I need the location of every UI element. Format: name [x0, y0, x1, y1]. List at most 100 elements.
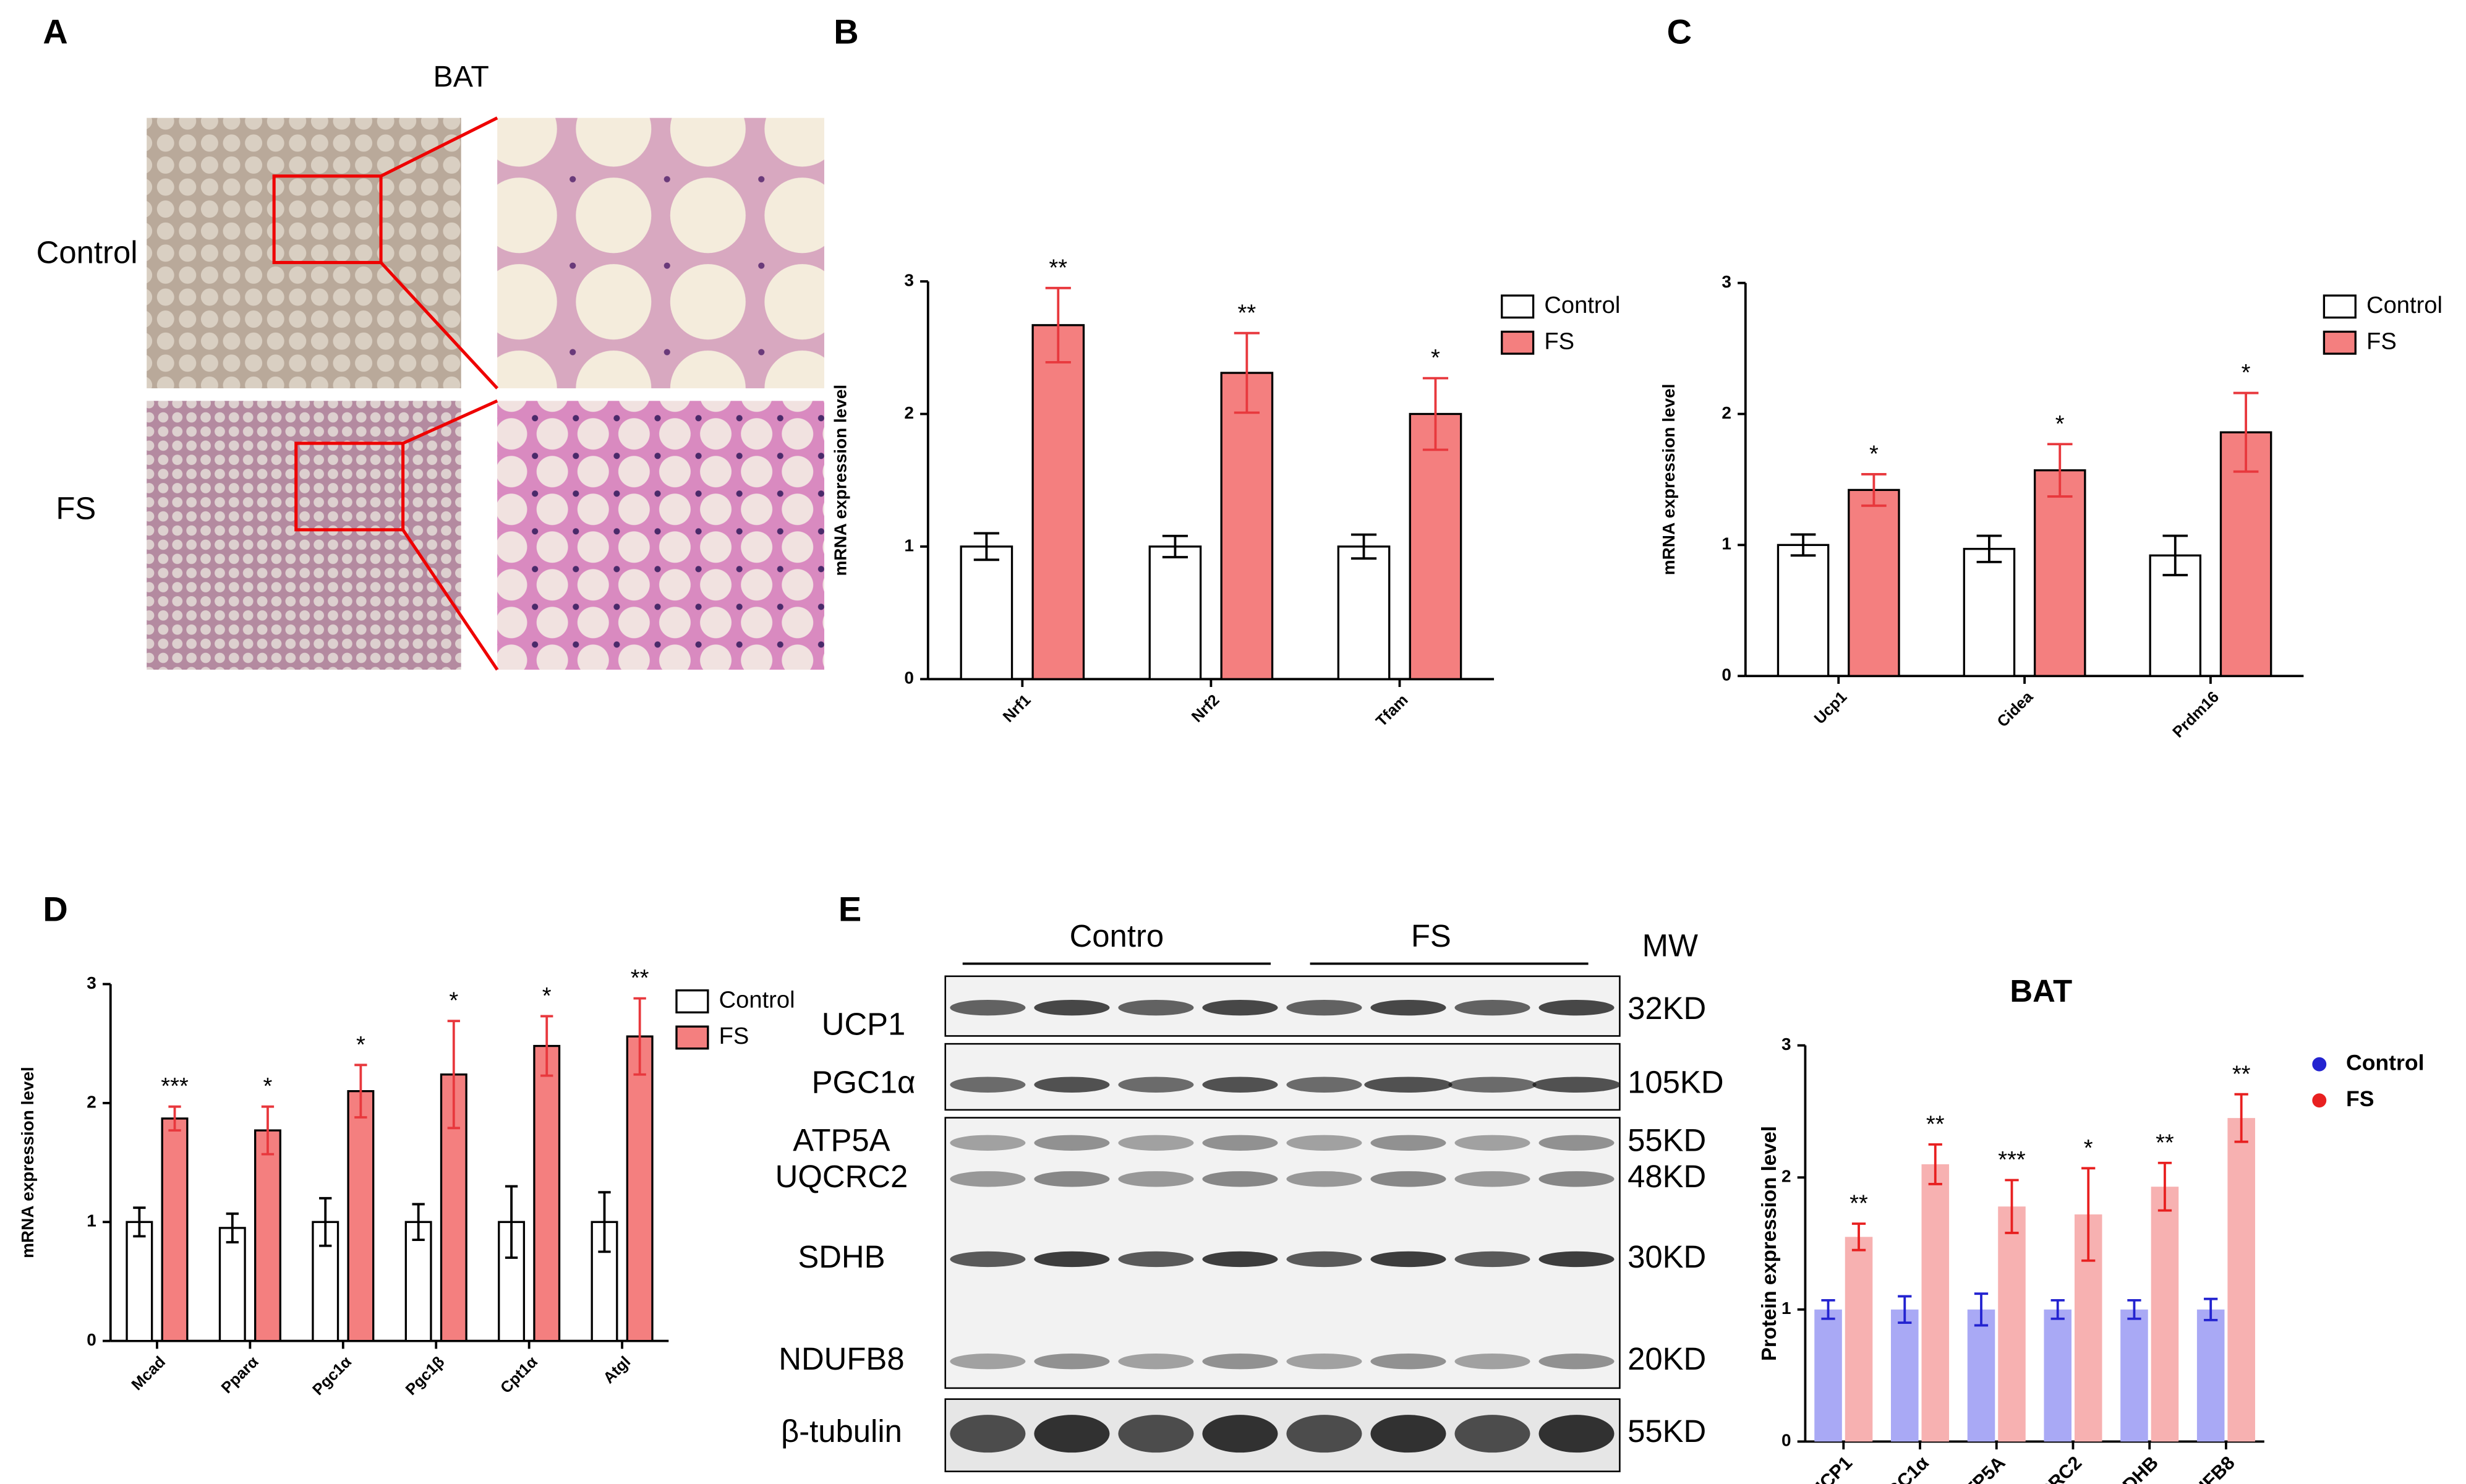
- bar: [404, 1221, 432, 1342]
- band: [1538, 1135, 1615, 1151]
- significance: *: [2055, 411, 2065, 437]
- bar: [2196, 1309, 2225, 1442]
- error-bar: [1821, 1298, 1835, 1320]
- protein-label: PGC1α: [812, 1065, 916, 1100]
- group-label: FS: [1411, 918, 1451, 953]
- error-bar: [2081, 1167, 2096, 1262]
- y-tick-label: 1: [87, 1211, 96, 1230]
- panel-labels: A B C D E: [43, 12, 1692, 929]
- x-tick-label: NDUFB8: [2170, 1452, 2239, 1484]
- error-bar: [1974, 1292, 1989, 1327]
- band: [1034, 1251, 1110, 1268]
- error-bar: [447, 1020, 460, 1130]
- band: [1370, 1415, 1446, 1453]
- x-tick-label: SDHB: [2110, 1452, 2162, 1484]
- bar: [1220, 372, 1274, 680]
- y-axis-label: mRNA expression level: [830, 385, 850, 576]
- error-bar: [168, 1105, 181, 1132]
- bar: [1845, 1237, 1873, 1442]
- band: [1538, 1251, 1615, 1268]
- legend-marker: [2312, 1093, 2327, 1108]
- band: [950, 1415, 1026, 1453]
- band: [1034, 1135, 1110, 1151]
- error-bar: [1928, 1143, 1942, 1185]
- mw-header: MW: [1642, 927, 1698, 963]
- error-bar: [354, 1064, 367, 1119]
- y-tick-label: 0: [1722, 665, 1731, 684]
- band: [1202, 1353, 1278, 1370]
- legend-label: Control: [719, 987, 795, 1013]
- legend-swatch: [2323, 330, 2357, 355]
- legend-label: FS: [719, 1023, 749, 1049]
- panel-label: C: [1667, 12, 1692, 51]
- legend-swatch: [1501, 330, 1535, 355]
- y-tick-label: 2: [87, 1092, 96, 1111]
- histology: BAT Control FS: [36, 60, 824, 671]
- legend-swatch: [675, 989, 709, 1013]
- band: [1364, 1077, 1453, 1093]
- bar: [1337, 545, 1391, 680]
- band: [1202, 999, 1278, 1016]
- mw-label: 30KD: [1628, 1239, 1706, 1274]
- row-label: Control: [36, 234, 138, 270]
- error-bar: [2157, 1161, 2172, 1212]
- band: [1454, 1415, 1530, 1453]
- error-bar: [1851, 1222, 1866, 1252]
- mw-label: 32KD: [1628, 991, 1706, 1026]
- protein-label: β-tubulin: [781, 1414, 902, 1449]
- x-tick-label: Tfam: [1373, 691, 1412, 730]
- micrograph: [497, 117, 824, 388]
- band: [950, 1135, 1026, 1151]
- band: [1370, 1353, 1446, 1370]
- error-bar: [2204, 1297, 2218, 1321]
- band: [1286, 1077, 1362, 1093]
- significance: **: [1049, 254, 1067, 281]
- error-bar: [2047, 443, 2073, 498]
- legend-label: FS: [2366, 328, 2397, 354]
- error-bar: [1350, 533, 1377, 560]
- error-bar: [2050, 1298, 2065, 1320]
- significance: *: [1869, 441, 1879, 467]
- x-tick-label: PGC1α: [1874, 1452, 1933, 1484]
- band: [1202, 1135, 1278, 1151]
- band: [1034, 1077, 1110, 1093]
- error-bar: [1162, 534, 1188, 558]
- error-bar: [1234, 331, 1260, 414]
- band: [1454, 1353, 1530, 1370]
- error-bar: [1422, 377, 1449, 451]
- significance: **: [1850, 1190, 1868, 1217]
- x-tick-label: Nrf1: [1000, 691, 1035, 726]
- error-bar: [505, 1185, 518, 1259]
- band: [1118, 1077, 1194, 1093]
- band: [1538, 1415, 1615, 1453]
- x-tick-label: Atgl: [600, 1353, 634, 1387]
- x-tick-label: UCP1: [1806, 1452, 1857, 1484]
- error-bar: [540, 1015, 553, 1077]
- significance: **: [2156, 1129, 2174, 1156]
- error-bar: [633, 997, 646, 1076]
- mw-label: 55KD: [1628, 1123, 1706, 1158]
- significance: **: [2232, 1060, 2251, 1087]
- y-tick-label: 2: [1722, 403, 1731, 422]
- band: [1034, 1415, 1110, 1453]
- error-bar: [412, 1203, 425, 1242]
- bar: [1148, 545, 1202, 680]
- legend-marker: [2312, 1057, 2327, 1072]
- band: [1286, 1415, 1362, 1453]
- band: [1286, 1171, 1362, 1187]
- band: [1454, 1135, 1530, 1151]
- panel-label: B: [834, 12, 858, 51]
- band: [1454, 1171, 1530, 1187]
- significance: *: [263, 1073, 273, 1099]
- x-tick-label: Cpt1α: [497, 1353, 541, 1397]
- bar: [440, 1073, 467, 1342]
- band: [950, 1251, 1026, 1268]
- y-tick-label: 1: [1781, 1298, 1791, 1318]
- band: [1454, 999, 1530, 1016]
- tissue-label: BAT: [433, 60, 489, 93]
- y-axis-label: mRNA expression level: [1659, 384, 1678, 576]
- band: [1118, 1353, 1194, 1370]
- significance: **: [631, 965, 649, 991]
- mw-label: 55KD: [1628, 1414, 1706, 1449]
